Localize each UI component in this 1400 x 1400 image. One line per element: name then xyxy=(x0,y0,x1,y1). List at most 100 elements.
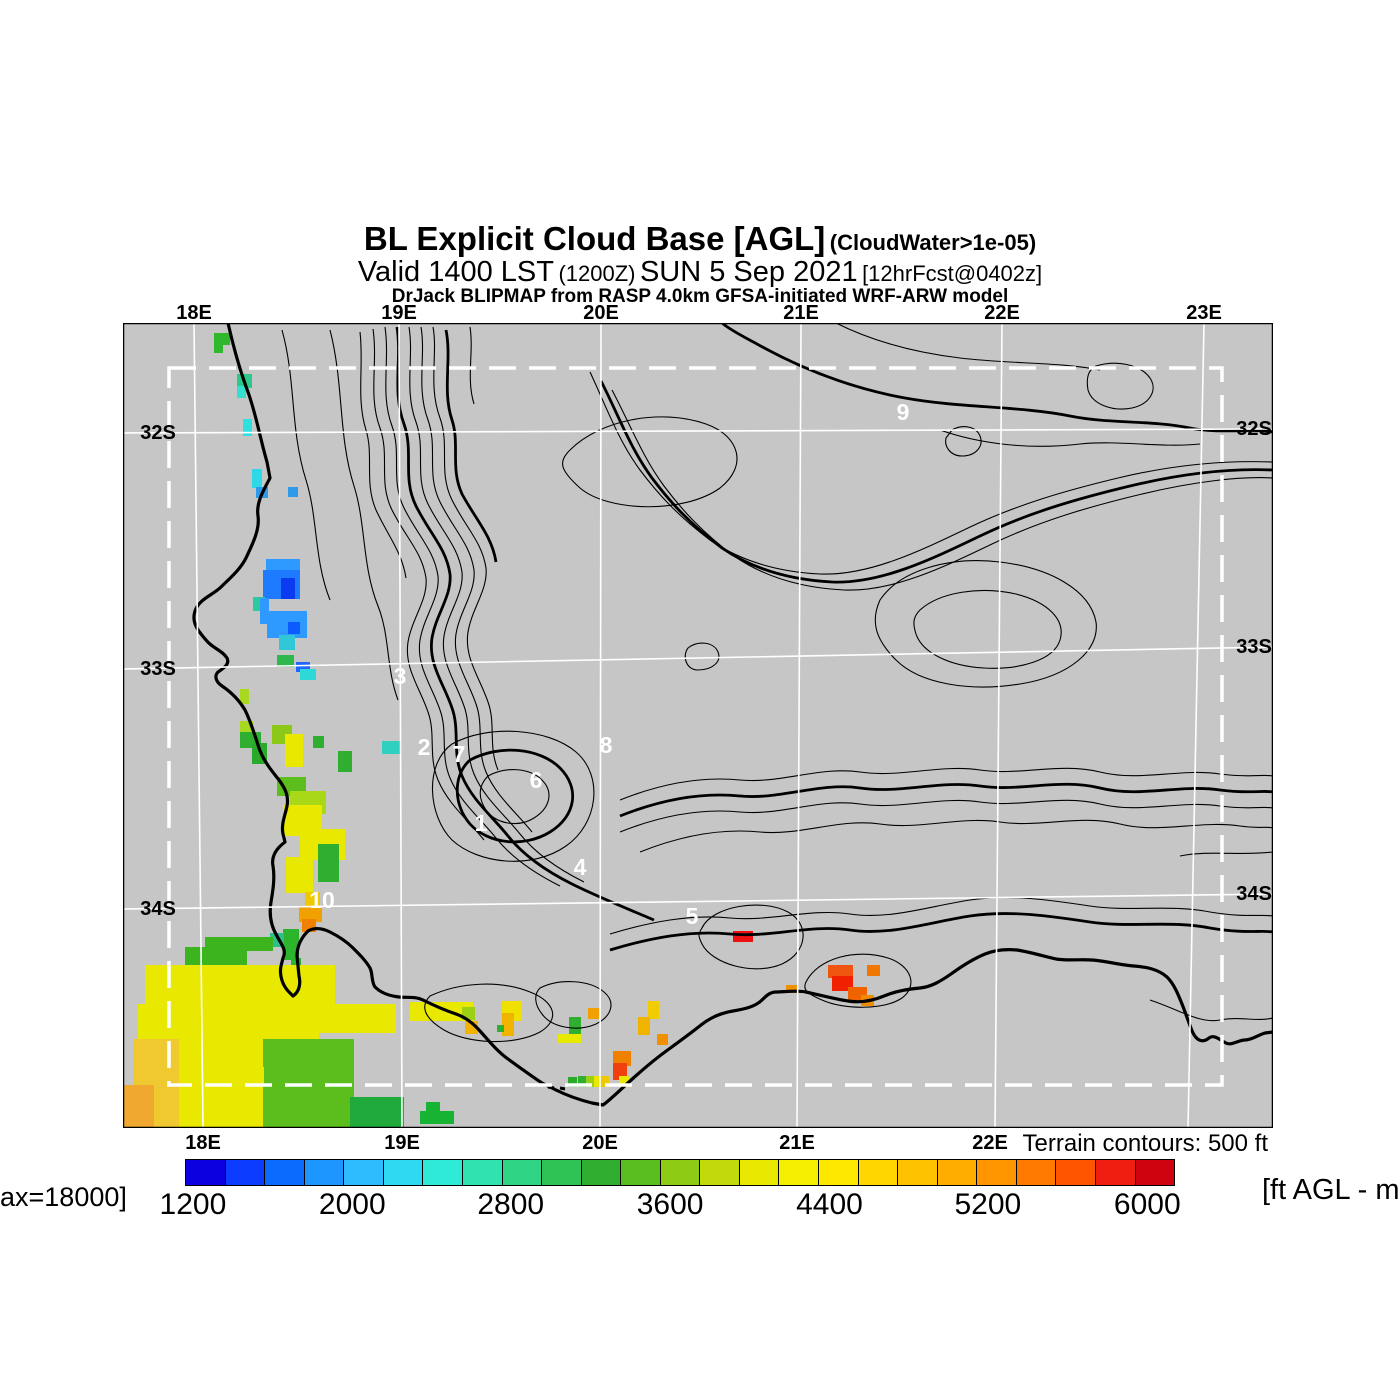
lon-label-top: 18E xyxy=(176,302,212,324)
terrain-note: Terrain contours: 500 ft xyxy=(1022,1130,1268,1157)
cloudbase-patch xyxy=(288,622,300,634)
colorbar-tick-label: 2000 xyxy=(318,1188,386,1221)
cloudbase-patch xyxy=(502,1013,514,1036)
contour-value-label: 8 xyxy=(600,732,613,758)
cloudbase-patch xyxy=(410,1002,473,1021)
cloudbase-patch xyxy=(286,857,313,893)
cloudbase-patch xyxy=(310,1004,396,1033)
cloudbase-patch xyxy=(594,1076,602,1087)
forecast-map: 9 3 2 7 8 6 4 5 10 1 xyxy=(123,323,1273,1128)
contour-value-label: 10 xyxy=(309,887,335,913)
cloudbase-patch xyxy=(568,1077,577,1087)
cloudbase-patch xyxy=(263,1087,354,1128)
cloudbase-patch xyxy=(733,931,753,942)
cloudbase-patch xyxy=(497,1025,504,1032)
colorbar-cell xyxy=(819,1160,859,1185)
lat-label-left: 33S xyxy=(140,658,176,680)
cloudbase-patch xyxy=(828,965,853,978)
cloudbase-patch xyxy=(586,1076,595,1087)
colorbar-cell xyxy=(383,1160,424,1185)
cloudbase-patch xyxy=(832,976,853,991)
colorbar-cell xyxy=(423,1160,463,1185)
colorbar-cell xyxy=(1016,1160,1057,1185)
cloudbase-patch xyxy=(267,611,307,638)
cloudbase-patch xyxy=(350,1097,404,1128)
cloudbase-patch xyxy=(237,386,246,398)
colorbar-unit-label: [ft AGL - m xyxy=(1262,1174,1400,1206)
cloudbase-patch xyxy=(243,419,252,436)
cloudbase-patch xyxy=(338,751,352,772)
colorbar-tick-label: 3600 xyxy=(636,1188,704,1221)
cloudbase-patch xyxy=(558,1034,581,1043)
colorbar-tick-label: 2800 xyxy=(477,1188,545,1221)
cloudbase-patch xyxy=(299,907,322,922)
colorbar-cell xyxy=(977,1160,1017,1185)
colorbar-cell xyxy=(898,1160,938,1185)
cloudbase-patch xyxy=(867,965,880,976)
colorbar-max-note: ax=18000] xyxy=(0,1182,127,1212)
cloudbase-patch xyxy=(263,1039,354,1092)
colorbar-cell xyxy=(265,1160,305,1185)
title-line-2: Valid 1400 LST (1200Z) SUN 5 Sep 2021 [1… xyxy=(0,256,1400,287)
colorbar-tick-labels: 1200 2000 2800 3600 4400 5200 6000 xyxy=(160,1188,1181,1222)
colorbar xyxy=(185,1159,1175,1186)
contour-value-label: 2 xyxy=(418,734,431,760)
colorbar-tick-label: 4400 xyxy=(796,1188,863,1221)
cloudbase-patch xyxy=(283,929,299,960)
colorbar-tick-label: 6000 xyxy=(1113,1188,1181,1221)
cloudbase-patch xyxy=(260,598,269,624)
contour-value-label: 4 xyxy=(574,854,587,880)
cloudbase-patches xyxy=(123,333,880,1128)
cloudbase-patch xyxy=(420,1111,454,1124)
cloudbase-patch xyxy=(214,343,223,353)
lon-label-top: 22E xyxy=(984,302,1020,324)
colorbar-cell xyxy=(1095,1160,1136,1185)
colorbar-cell xyxy=(937,1160,978,1185)
lat-label-right: 32S xyxy=(1236,418,1272,440)
cloudbase-patch xyxy=(786,985,797,993)
lon-label-bottom: 18E xyxy=(185,1132,221,1154)
colorbar-cell xyxy=(344,1160,384,1185)
colorbar-cell xyxy=(225,1160,266,1185)
colorbar-tick-label: 1200 xyxy=(159,1188,227,1221)
cloudbase-patch xyxy=(588,1008,599,1019)
inner-domain-box xyxy=(167,366,1224,1087)
cloudbase-patch xyxy=(613,1063,627,1080)
page-title: BL Explicit Cloud Base [AGL] (CloudWater… xyxy=(0,220,1400,308)
cloudbase-patch xyxy=(613,1051,631,1066)
lon-label-bottom: 19E xyxy=(384,1132,420,1154)
colorbar-cell xyxy=(621,1160,661,1185)
lat-label-left: 32S xyxy=(140,422,176,444)
cloudbase-patch xyxy=(266,559,300,572)
colorbar-cell xyxy=(1056,1160,1096,1185)
colorbar-cell xyxy=(858,1160,899,1185)
cloudbase-patch xyxy=(300,669,316,680)
lon-label-top: 21E xyxy=(783,302,819,324)
cloudbase-patch xyxy=(313,736,324,748)
cloudbase-patch xyxy=(569,1017,581,1036)
lon-label-top: 19E xyxy=(381,302,417,324)
lon-label-bottom: 20E xyxy=(582,1132,618,1154)
cloudbase-patch xyxy=(318,844,339,882)
lat-label-right: 33S xyxy=(1236,636,1272,658)
cloudbase-patch xyxy=(277,655,294,667)
title-main: BL Explicit Cloud Base [AGL] xyxy=(363,220,826,257)
graticule xyxy=(123,323,1273,1128)
contour-value-label: 7 xyxy=(453,741,466,767)
coastline xyxy=(192,323,1273,1107)
cloudbase-patch xyxy=(123,1085,154,1128)
cloudbase-patch xyxy=(145,965,274,1008)
valid-time-z: (1200Z) xyxy=(558,260,636,286)
title-qualifier: (CloudWater>1e-05) xyxy=(829,230,1037,255)
lat-label-left: 34S xyxy=(140,898,176,920)
cloudbase-patch xyxy=(279,635,295,650)
model-line: DrJack BLIPMAP from RASP 4.0km GFSA-init… xyxy=(391,286,1009,308)
colorbar-cell xyxy=(502,1160,543,1185)
lon-label-top: 20E xyxy=(583,302,619,324)
terrain-contours-major xyxy=(395,323,1273,952)
contour-value-label: 6 xyxy=(530,767,543,793)
cloudbase-patch xyxy=(648,1001,659,1019)
cloudbase-patch xyxy=(601,1076,609,1087)
contour-value-label: 1 xyxy=(475,810,488,836)
colorbar-cell xyxy=(739,1160,780,1185)
